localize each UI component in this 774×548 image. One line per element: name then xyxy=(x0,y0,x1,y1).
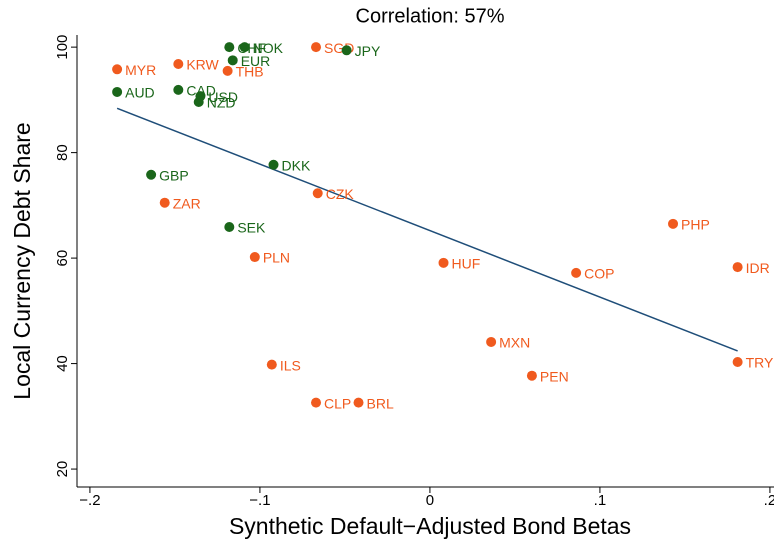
point-label: IDR xyxy=(746,260,770,276)
point-label: AUD xyxy=(125,85,155,101)
point-label: ILS xyxy=(280,357,301,373)
point xyxy=(146,169,157,180)
point-label: THB xyxy=(236,64,264,80)
point-label: COP xyxy=(584,266,614,282)
point xyxy=(438,257,449,268)
x-tick-label: .1 xyxy=(594,492,607,509)
point-label: PLN xyxy=(263,250,290,266)
point xyxy=(312,188,323,199)
point xyxy=(224,221,235,232)
y-tick-label: 60 xyxy=(54,250,71,267)
y-axis-title: Local Currency Debt Share xyxy=(9,122,35,399)
point-label: PHP xyxy=(681,217,710,233)
point xyxy=(173,84,184,95)
point-label: JPY xyxy=(355,43,381,59)
point xyxy=(668,218,679,229)
point-label: NZD xyxy=(207,95,236,111)
point-label: GBP xyxy=(159,167,189,183)
point-label: EUR xyxy=(241,53,271,69)
point-label: CZK xyxy=(326,186,355,202)
point xyxy=(486,336,497,347)
point-label: CLP xyxy=(324,395,351,411)
point xyxy=(341,45,352,56)
point xyxy=(311,397,322,408)
point-label: USD xyxy=(208,89,238,105)
point-label: MYR xyxy=(125,62,156,78)
point xyxy=(571,267,582,278)
point xyxy=(227,55,238,66)
x-tick-label: .2 xyxy=(764,492,774,509)
point xyxy=(193,96,204,107)
point xyxy=(173,59,184,70)
point-label: BRL xyxy=(367,395,394,411)
x-tick-label: 0 xyxy=(426,492,434,509)
point xyxy=(266,359,277,370)
x-axis-title: Synthetic Default−Adjusted Bond Betas xyxy=(229,513,631,539)
point xyxy=(732,357,743,368)
point-label: TRY xyxy=(746,355,774,371)
fit-line xyxy=(116,107,738,352)
y-tick-label: 40 xyxy=(54,355,71,372)
point-label: DKK xyxy=(282,157,311,173)
point xyxy=(112,86,123,97)
y-tick-label: 80 xyxy=(54,144,71,161)
point xyxy=(311,42,322,53)
point xyxy=(732,262,743,273)
point-label: CAD xyxy=(186,83,216,99)
y-tick-label: 100 xyxy=(54,35,71,60)
point xyxy=(222,65,233,76)
point xyxy=(526,370,537,381)
point xyxy=(224,42,235,53)
point-label: PEN xyxy=(540,368,569,384)
x-tick-label: −.1 xyxy=(249,492,270,509)
point-label: NOK xyxy=(253,40,284,56)
point xyxy=(249,252,260,263)
point xyxy=(159,197,170,208)
point-label: HUF xyxy=(452,256,481,272)
point-label: MXN xyxy=(499,335,530,351)
chart-title: Correlation: 57% xyxy=(356,5,505,27)
point-label: SEK xyxy=(237,220,266,236)
point-label: ZAR xyxy=(173,195,201,211)
y-tick-label: 20 xyxy=(54,461,71,478)
point-label: KRW xyxy=(186,57,219,73)
x-tick-label: −.2 xyxy=(79,492,100,509)
point xyxy=(112,64,123,75)
point xyxy=(353,397,364,408)
point xyxy=(239,42,250,53)
point xyxy=(268,159,279,170)
